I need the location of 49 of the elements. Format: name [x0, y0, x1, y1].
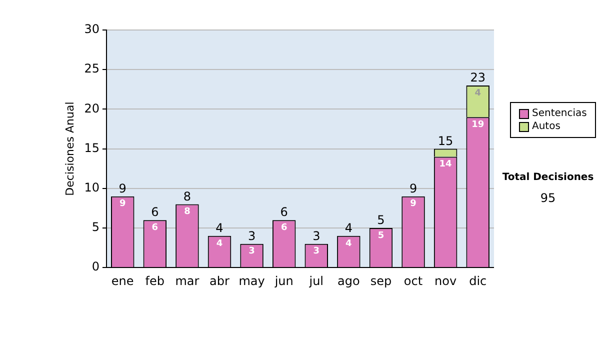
- y-axis-title: Decisiones Anual: [63, 102, 76, 196]
- x-tick-label: abr: [210, 274, 230, 288]
- total-label: 9: [118, 181, 126, 196]
- y-tick-label: 15: [84, 140, 100, 155]
- total-label: 6: [280, 205, 288, 220]
- data-label: 3: [248, 246, 255, 257]
- x-tick-label: oct: [404, 274, 423, 288]
- x-tick-label: jun: [274, 274, 294, 288]
- data-label: 4: [216, 238, 223, 249]
- total-label: 6: [151, 205, 159, 220]
- text: 95: [539, 191, 557, 205]
- data-label: 14: [439, 160, 452, 170]
- legend-label: Autos: [532, 120, 560, 133]
- y-tick-label: 10: [84, 180, 100, 195]
- y-tick-label: 30: [84, 22, 100, 36]
- y-tick-label: 0: [92, 260, 100, 274]
- data-label: 5: [378, 230, 384, 241]
- data-label: 6: [152, 222, 158, 233]
- x-tick-label: ago: [338, 274, 360, 288]
- data-label: 3: [313, 246, 320, 257]
- y-tick-label: 20: [84, 101, 100, 116]
- total-label: 3: [312, 228, 320, 243]
- total-label: 23: [470, 70, 486, 85]
- x-tick-label: ene: [111, 274, 134, 288]
- x-tick-label: feb: [145, 274, 165, 288]
- total-label: 4: [344, 221, 352, 236]
- y-tick-label: 5: [92, 220, 100, 234]
- total-label: 5: [377, 213, 385, 228]
- x-tick-label: may: [238, 274, 265, 288]
- total-label: 4: [216, 221, 224, 236]
- total-label: 3: [248, 228, 256, 243]
- data-label: 6: [280, 222, 288, 233]
- x-tick-label: sep: [370, 274, 392, 288]
- legend-label: Sentencias: [532, 107, 587, 120]
- data-label: 8: [184, 207, 190, 218]
- x-tick-label: mar: [175, 274, 200, 288]
- data-label: 19: [472, 120, 484, 130]
- data-label: 9: [119, 199, 126, 210]
- total-label: 15: [438, 134, 454, 148]
- data-label: 4: [346, 238, 352, 249]
- x-tick-label: nov: [434, 274, 457, 288]
- data-label: 4: [474, 88, 481, 98]
- x-tick-label: dic: [469, 274, 487, 288]
- data-label: 9: [410, 199, 416, 210]
- total-label: 8: [183, 189, 192, 204]
- y-tick-label: 25: [84, 62, 100, 76]
- total-label: 9: [409, 181, 418, 196]
- text: Total Decisiones: [501, 172, 595, 183]
- x-tick-label: jul: [308, 274, 324, 288]
